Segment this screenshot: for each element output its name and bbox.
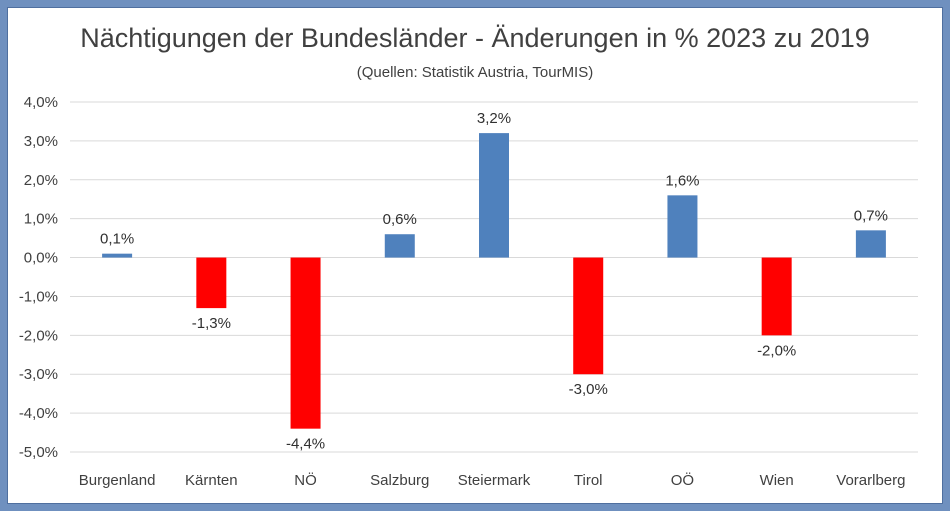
y-tick-label: -5,0% [19, 444, 58, 461]
y-tick-label: -1,0% [19, 288, 58, 305]
chart-subtitle: (Quellen: Statistik Austria, TourMIS) [357, 64, 593, 81]
data-label: 0,7% [854, 207, 888, 224]
data-label: -3,0% [569, 381, 608, 398]
y-tick-label: 4,0% [24, 94, 58, 111]
data-labels: 0,1% -1,3% -4,4% 0,6% 3,2% -3,0% 1,6% -2,0% 0,7% [100, 110, 888, 453]
bar-steiermark [479, 133, 509, 258]
x-tick-label: Burgenland [79, 472, 156, 489]
y-tick-label: -2,0% [19, 327, 58, 344]
bar-burgenland [102, 253, 133, 258]
y-tick-label: -3,0% [19, 366, 58, 383]
x-tick-label: OÖ [671, 471, 694, 489]
chart-title: Nächtigungen der Bundesländer - Änderung… [80, 23, 870, 53]
x-tick-label: Kärnten [185, 472, 238, 489]
bar-tirol [573, 257, 604, 375]
y-tick-label: 1,0% [24, 211, 58, 228]
data-label: 0,1% [100, 231, 134, 248]
y-tick-label: 2,0% [24, 172, 58, 189]
x-tick-label: Vorarlberg [836, 472, 905, 489]
data-label: 3,2% [477, 110, 511, 127]
bars [102, 133, 886, 429]
data-label: 1,6% [665, 172, 699, 189]
x-tick-label: Tirol [574, 472, 603, 489]
data-label: -1,3% [192, 315, 231, 332]
chart-frame [7, 7, 943, 504]
data-label: -4,4% [286, 436, 325, 453]
bar-oö [667, 195, 698, 258]
bar-salzburg [384, 234, 415, 258]
y-tick-label: -4,0% [19, 405, 58, 422]
data-label: -2,0% [757, 342, 796, 359]
bar-vorarlberg [855, 230, 886, 258]
x-axis-categories: Burgenland Kärnten NÖ Salzburg Steiermark Tir… [79, 471, 906, 489]
x-tick-label: Wien [760, 472, 794, 489]
x-tick-label: Steiermark [458, 472, 531, 489]
data-label: 0,6% [383, 211, 417, 228]
y-tick-label: 3,0% [24, 133, 58, 150]
x-tick-label: NÖ [294, 471, 317, 489]
bar-nö [290, 257, 321, 429]
bar-wien [761, 257, 792, 336]
y-tick-label: 0,0% [24, 250, 58, 267]
x-tick-label: Salzburg [370, 472, 429, 489]
y-axis-ticks: 4,0% 3,0% 2,0% 1,0% 0,0% -1,0% -2,0% -3,0% -4,0%… [19, 94, 58, 461]
bar-kärnten [196, 257, 227, 309]
